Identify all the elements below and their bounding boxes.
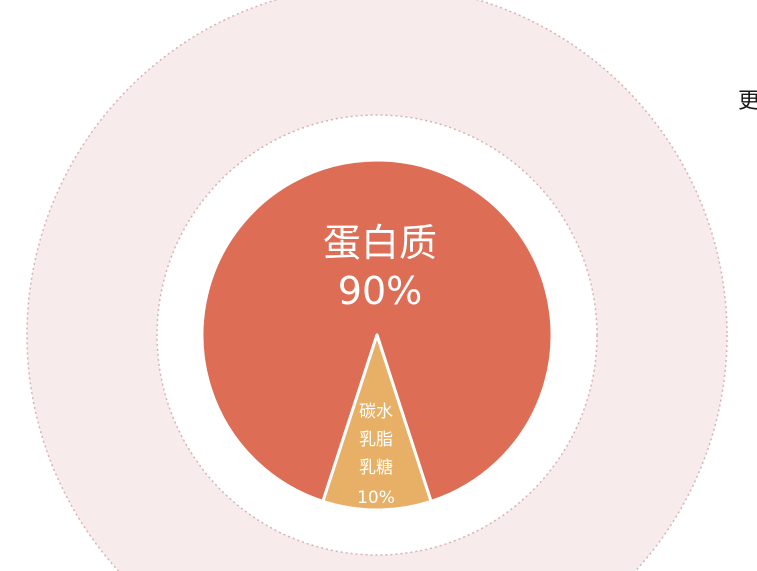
lactose-label: 乳糖: [359, 458, 393, 478]
pie-slice-carbs-fat-lactose: [321, 333, 433, 512]
protein-percent: 90%: [337, 269, 423, 313]
protein-label: 蛋白质: [322, 221, 437, 265]
inner-dotted-border: [156, 114, 598, 556]
carbs-label: 碳水: [359, 402, 393, 422]
pie-slices: [200, 158, 554, 512]
minor-percent: 10%: [357, 488, 395, 508]
cropped-edge-text: 更: [738, 89, 757, 114]
pie-slice-protein: [200, 158, 554, 503]
milk-fat-label: 乳脂: [359, 430, 393, 450]
